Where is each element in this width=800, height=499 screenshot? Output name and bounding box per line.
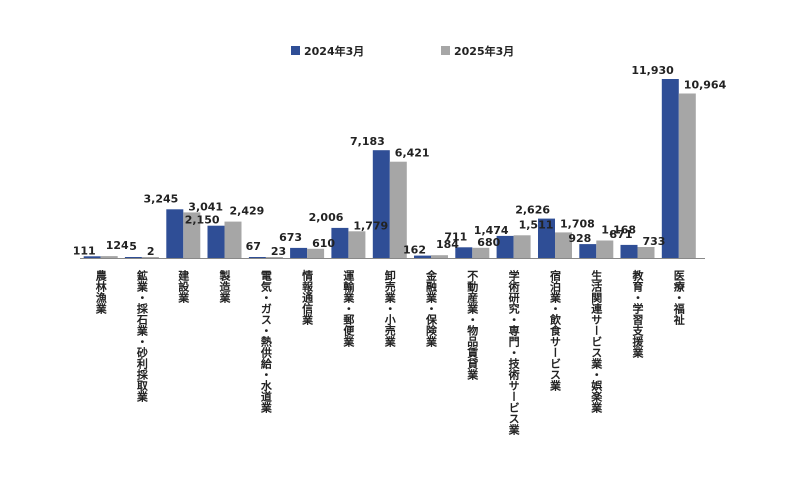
bar-2025-0 <box>100 256 118 258</box>
bar-2024-6 <box>331 227 349 258</box>
bar-2025-3 <box>224 221 242 258</box>
bar-2025-14 <box>678 93 696 258</box>
value-label-2024-7: 7,183 <box>350 135 385 148</box>
bar-2024-11 <box>538 218 555 258</box>
bar-2025-1 <box>141 257 159 258</box>
category-labels-group: 農林漁業 鉱業・採石業・砂利採取業 建設業 製造業 電気・ガス・熱供給・水道業 情報通信業… <box>94 269 686 436</box>
bar-2025-12 <box>596 240 614 258</box>
bar-2025-4 <box>265 257 283 258</box>
bar-2025-9 <box>472 247 490 258</box>
value-label-2024-4: 67 <box>246 240 261 253</box>
category-label-13: 教育・学習支援業 <box>631 269 645 359</box>
category-label-5: 情報通信業 <box>301 269 315 326</box>
category-label-12: 生活関連サービス業・娯楽業 <box>590 269 604 414</box>
bar-2024-10 <box>496 235 514 258</box>
value-label-2025-11: 1,708 <box>560 217 595 230</box>
value-label-2025-3: 2,429 <box>230 205 265 218</box>
value-label-2025-12: 1,168 <box>601 224 636 237</box>
category-label-1: 鉱業・採石業・砂利採取業 <box>135 269 149 403</box>
value-label-2024-0: 111 <box>73 244 96 257</box>
bar-2024-2 <box>166 209 184 258</box>
bar-2024-3 <box>207 225 225 258</box>
bar-2024-5 <box>290 247 308 258</box>
value-label-2024-5: 673 <box>279 231 302 244</box>
value-label-2024-2: 3,245 <box>144 192 179 205</box>
bar-2024-1 <box>124 257 142 258</box>
value-label-2025-4: 23 <box>271 245 286 258</box>
legend-label-2024: 2024年3月 <box>304 44 364 58</box>
value-label-2024-8: 162 <box>403 244 426 257</box>
value-label-2024-10: 1,474 <box>474 224 509 237</box>
value-label-2024-3: 2,150 <box>185 214 220 227</box>
value-label-2025-8: 184 <box>436 238 459 251</box>
bar-2024-12 <box>579 244 597 258</box>
bar-2024-0 <box>83 256 101 258</box>
bar-2024-4 <box>248 257 266 258</box>
bar-2025-8 <box>431 255 448 258</box>
category-label-9: 不動産業・物品賃貸業 <box>466 270 480 381</box>
bar-2025-5 <box>307 248 325 258</box>
value-label-2024-11: 2,626 <box>515 204 550 217</box>
value-label-2024-13: 871 <box>610 228 633 241</box>
bar-2025-10 <box>513 235 531 258</box>
legend-label-2025: 2025年3月 <box>454 44 514 58</box>
category-label-4: 電気・ガス・熱供給・水道業 <box>259 270 273 414</box>
bars-group <box>83 79 696 258</box>
value-label-2025-7: 6,421 <box>395 147 430 160</box>
category-label-7: 卸売業・小売業 <box>383 269 397 348</box>
category-label-11: 宿泊業・飲食サービス業 <box>549 269 563 392</box>
value-label-2025-13: 733 <box>643 235 666 248</box>
value-label-2024-12: 928 <box>568 232 591 245</box>
value-label-2025-5: 610 <box>312 237 335 250</box>
bar-2024-14 <box>661 79 679 258</box>
legend-swatch-2025 <box>441 46 450 55</box>
value-label-2024-6: 2,006 <box>309 211 344 224</box>
value-label-2024-1: 5 <box>129 240 137 253</box>
legend-swatch-2024 <box>291 46 300 55</box>
bar-2024-9 <box>455 247 473 258</box>
bar-2024-13 <box>620 244 638 258</box>
legend: 2024年3月 2025年3月 <box>291 44 514 58</box>
bar-2025-2 <box>183 212 201 258</box>
category-label-14: 医療・福祉 <box>672 270 686 326</box>
value-label-2025-9: 680 <box>477 236 500 249</box>
bar-2024-8 <box>414 255 431 258</box>
value-label-2025-1: 2 <box>147 245 155 258</box>
category-label-2: 建設業 <box>177 269 191 304</box>
category-label-0: 農林漁業 <box>94 269 108 315</box>
bar-2025-13 <box>637 247 655 258</box>
value-label-2024-14: 11,930 <box>631 64 674 77</box>
bar-2025-11 <box>555 232 572 258</box>
bar-2024-7 <box>372 150 390 258</box>
value-label-2024-9: 711 <box>444 230 467 243</box>
category-label-8: 金融業・保険業 <box>425 269 439 348</box>
bar-2025-6 <box>348 231 366 258</box>
value-label-2025-0: 124 <box>106 239 129 252</box>
category-label-6: 運輸業・郵便業 <box>342 270 356 348</box>
value-label-2025-6: 1,779 <box>353 219 388 232</box>
value-label-2025-14: 10,964 <box>684 79 727 92</box>
category-label-3: 製造業 <box>218 269 232 304</box>
value-label-2025-10: 1,511 <box>519 218 554 231</box>
bar-2025-7 <box>389 161 407 258</box>
category-label-10: 学術研究・専門・技術サービス業 <box>507 269 521 436</box>
value-label-2025-2: 3,041 <box>188 200 223 213</box>
